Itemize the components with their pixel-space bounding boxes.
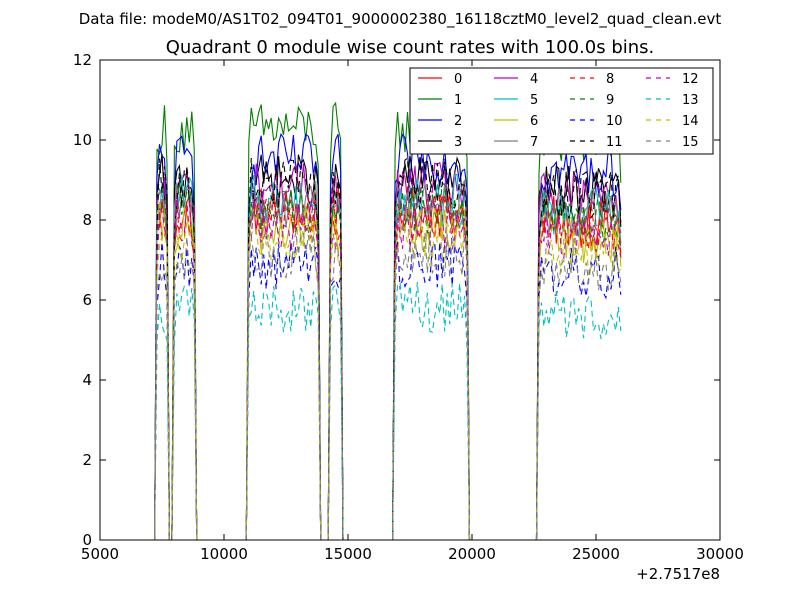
series-line-9 — [154, 181, 622, 540]
chart-title: Quadrant 0 module wise count rates with … — [166, 37, 655, 58]
legend-label-8: 8 — [606, 72, 614, 87]
y-tick-label: 0 — [82, 531, 92, 549]
legend-label-1: 1 — [454, 93, 462, 108]
legend-box — [409, 67, 714, 155]
y-tick-label: 10 — [73, 131, 92, 149]
legend-label-3: 3 — [454, 135, 462, 150]
legend-label-11: 11 — [606, 135, 623, 150]
legend-label-4: 4 — [530, 72, 538, 87]
legend-label-2: 2 — [454, 114, 462, 129]
legend-label-5: 5 — [530, 93, 538, 108]
x-tick-label: 25000 — [572, 545, 620, 563]
legend-label-9: 9 — [606, 93, 614, 108]
y-tick-label: 4 — [82, 371, 92, 389]
series-line-11 — [154, 157, 622, 540]
x-tick-label: 10000 — [200, 545, 248, 563]
legend-label-12: 12 — [682, 72, 699, 87]
series-line-8 — [154, 190, 622, 540]
series-line-4 — [154, 161, 622, 540]
series-line-15 — [154, 230, 622, 540]
series-line-12 — [154, 197, 622, 540]
x-tick-label: 20000 — [448, 545, 496, 563]
series-layer — [154, 101, 622, 540]
series-line-13 — [154, 282, 622, 540]
x-tick-label: 30000 — [696, 545, 744, 563]
series-line-10 — [154, 239, 622, 540]
y-tick-label: 8 — [82, 211, 92, 229]
x-tick-label: 15000 — [324, 545, 372, 563]
x-tick-label: 5000 — [81, 545, 119, 563]
legend-label-14: 14 — [682, 114, 699, 129]
series-line-7 — [154, 179, 622, 540]
y-tick-label: 12 — [73, 51, 92, 69]
legend-label-15: 15 — [682, 135, 699, 150]
series-line-6 — [154, 202, 622, 540]
series-line-0 — [154, 186, 622, 540]
series-line-14 — [154, 214, 622, 540]
legend-label-0: 0 — [454, 72, 462, 87]
x-offset-label: +2.7517e8 — [636, 565, 720, 583]
legend-label-7: 7 — [530, 135, 538, 150]
legend-label-13: 13 — [682, 93, 699, 108]
chart-suptitle: Data file: modeM0/AS1T02_094T01_90000023… — [79, 10, 722, 29]
legend-label-6: 6 — [530, 114, 538, 129]
legend-label-10: 10 — [606, 114, 623, 129]
y-tick-label: 2 — [82, 451, 92, 469]
series-line-2 — [154, 132, 622, 540]
y-tick-label: 6 — [82, 291, 92, 309]
